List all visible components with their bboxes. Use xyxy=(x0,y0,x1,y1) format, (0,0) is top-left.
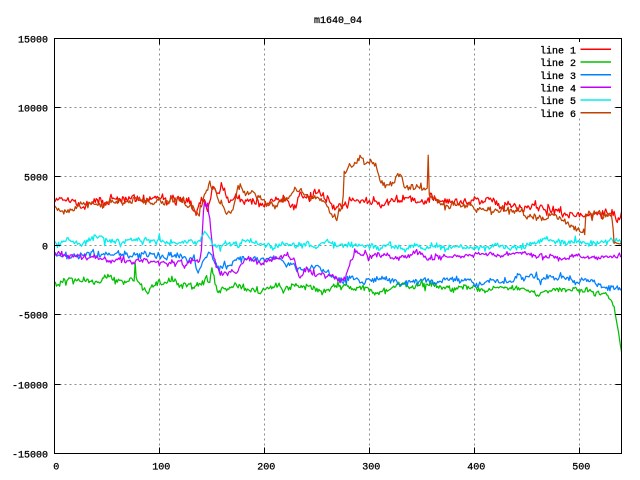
svg-text:m1640_04: m1640_04 xyxy=(314,16,362,27)
svg-text:100: 100 xyxy=(152,463,170,474)
svg-text:15000: 15000 xyxy=(18,36,48,47)
svg-text:200: 200 xyxy=(257,463,275,474)
svg-text:500: 500 xyxy=(572,463,590,474)
svg-text:10000: 10000 xyxy=(18,105,48,116)
svg-text:-10000: -10000 xyxy=(12,382,48,393)
svg-text:line 4: line 4 xyxy=(540,83,576,95)
svg-text:0: 0 xyxy=(53,463,59,474)
svg-text:line 1: line 1 xyxy=(540,45,576,57)
svg-text:-5000: -5000 xyxy=(18,312,48,323)
svg-text:400: 400 xyxy=(467,463,485,474)
svg-text:-15000: -15000 xyxy=(12,451,48,462)
svg-text:line 5: line 5 xyxy=(540,96,576,108)
svg-text:0: 0 xyxy=(42,243,48,254)
svg-text:line 6: line 6 xyxy=(540,109,576,121)
svg-text:300: 300 xyxy=(362,463,380,474)
svg-text:line 3: line 3 xyxy=(540,71,576,83)
svg-text:5000: 5000 xyxy=(24,174,48,185)
svg-text:line 2: line 2 xyxy=(540,58,576,70)
